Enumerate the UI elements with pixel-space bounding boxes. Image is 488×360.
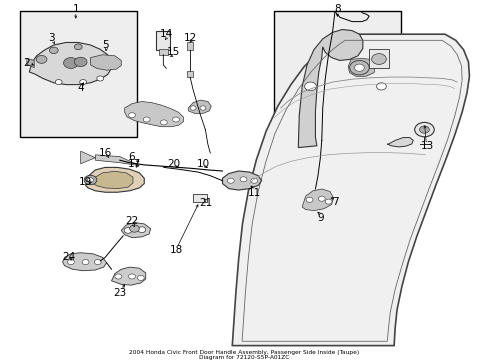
- Circle shape: [97, 76, 103, 81]
- Polygon shape: [188, 100, 211, 113]
- Circle shape: [200, 106, 205, 110]
- Text: 22: 22: [125, 216, 139, 226]
- Text: 12: 12: [183, 33, 197, 43]
- Text: 11: 11: [247, 188, 261, 198]
- Circle shape: [190, 106, 196, 110]
- Circle shape: [74, 57, 87, 67]
- Circle shape: [325, 199, 331, 204]
- Circle shape: [128, 274, 135, 279]
- Polygon shape: [386, 138, 412, 147]
- Bar: [187, 71, 193, 77]
- Bar: [156, 31, 170, 50]
- Circle shape: [129, 225, 139, 232]
- Polygon shape: [29, 42, 111, 85]
- Text: 4: 4: [77, 83, 84, 93]
- Circle shape: [124, 228, 132, 233]
- Bar: [20, 11, 137, 137]
- Text: 19: 19: [79, 177, 92, 187]
- Text: 14: 14: [159, 29, 173, 39]
- Text: 10: 10: [196, 159, 209, 169]
- Text: 8: 8: [333, 4, 340, 14]
- Polygon shape: [298, 30, 362, 148]
- Bar: [193, 194, 206, 202]
- Text: 7: 7: [331, 197, 338, 207]
- Circle shape: [240, 177, 246, 182]
- Bar: [368, 49, 388, 68]
- Bar: [159, 49, 167, 55]
- Polygon shape: [95, 155, 139, 166]
- Text: 24: 24: [61, 252, 75, 262]
- Circle shape: [82, 260, 89, 265]
- Circle shape: [376, 83, 386, 90]
- Polygon shape: [347, 58, 375, 76]
- Polygon shape: [121, 222, 150, 238]
- Text: 3: 3: [48, 33, 55, 43]
- Polygon shape: [62, 253, 106, 271]
- Circle shape: [143, 117, 150, 122]
- Circle shape: [349, 60, 368, 75]
- Circle shape: [138, 227, 145, 233]
- Circle shape: [84, 175, 97, 185]
- Polygon shape: [93, 171, 133, 189]
- Circle shape: [80, 80, 86, 85]
- Polygon shape: [90, 55, 121, 70]
- Circle shape: [67, 260, 74, 265]
- Circle shape: [371, 54, 386, 64]
- Circle shape: [115, 274, 122, 279]
- Circle shape: [414, 122, 433, 137]
- Circle shape: [304, 82, 316, 91]
- Text: 18: 18: [169, 245, 183, 255]
- Circle shape: [87, 178, 93, 182]
- Polygon shape: [81, 151, 95, 164]
- Circle shape: [250, 178, 257, 183]
- Text: 6: 6: [128, 152, 135, 162]
- Circle shape: [137, 275, 144, 280]
- Circle shape: [318, 196, 325, 201]
- Text: 5: 5: [102, 40, 108, 50]
- Text: 2: 2: [23, 58, 30, 68]
- Polygon shape: [85, 167, 144, 192]
- Text: 1: 1: [72, 4, 79, 14]
- Text: 20: 20: [167, 159, 180, 169]
- Polygon shape: [232, 34, 468, 346]
- Text: 23: 23: [113, 288, 126, 298]
- Text: 13: 13: [420, 141, 434, 151]
- Polygon shape: [124, 102, 183, 127]
- Circle shape: [160, 120, 167, 125]
- Circle shape: [63, 58, 78, 68]
- Circle shape: [36, 55, 47, 63]
- Polygon shape: [302, 189, 333, 211]
- Text: 2004 Honda Civic Front Door Handle Assembly, Passenger Side Inside (Taupe): 2004 Honda Civic Front Door Handle Assem…: [129, 350, 359, 355]
- Circle shape: [94, 260, 101, 265]
- Text: 9: 9: [316, 213, 323, 223]
- Text: 15: 15: [166, 47, 180, 57]
- Circle shape: [305, 197, 312, 202]
- Text: Diagram for 72120-S5P-A01ZC: Diagram for 72120-S5P-A01ZC: [199, 355, 289, 360]
- Circle shape: [55, 80, 62, 85]
- Circle shape: [354, 64, 364, 71]
- Circle shape: [172, 117, 179, 122]
- Bar: [273, 11, 400, 234]
- Text: 17: 17: [127, 159, 141, 169]
- Polygon shape: [27, 58, 34, 68]
- Polygon shape: [111, 267, 145, 285]
- Circle shape: [419, 126, 428, 133]
- Circle shape: [128, 113, 135, 118]
- Text: 16: 16: [98, 148, 112, 158]
- Bar: [187, 42, 193, 50]
- Circle shape: [227, 178, 234, 183]
- Circle shape: [49, 47, 58, 54]
- Polygon shape: [222, 171, 261, 190]
- Circle shape: [74, 44, 82, 50]
- Text: 21: 21: [198, 198, 212, 208]
